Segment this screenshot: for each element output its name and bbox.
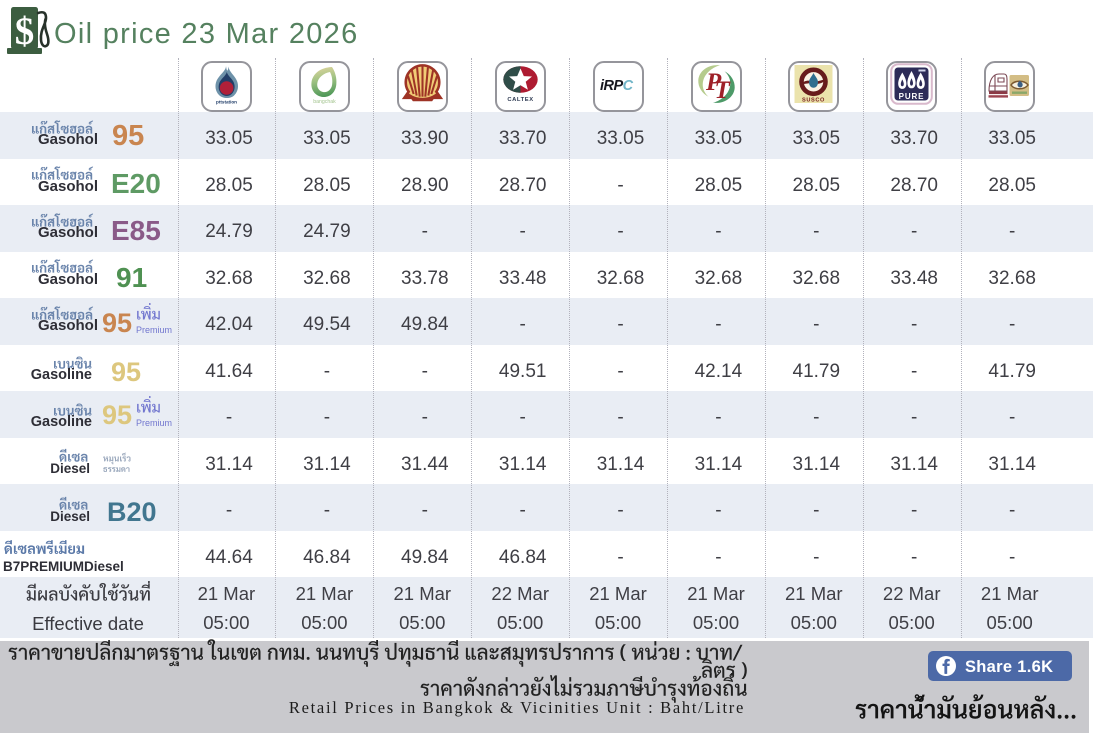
svg-text:$: $: [15, 10, 35, 53]
svg-text:P: P: [705, 69, 722, 96]
svg-text:CALTEX: CALTEX: [507, 97, 533, 103]
svg-text:bangchak: bangchak: [313, 99, 336, 105]
svg-text:SUSCO: SUSCO: [802, 97, 825, 103]
svg-text:PURE: PURE: [899, 92, 925, 101]
svg-text:pttstation: pttstation: [216, 100, 237, 105]
svg-text:iRPC: iRPC: [600, 78, 634, 94]
svg-text:T: T: [714, 77, 731, 104]
